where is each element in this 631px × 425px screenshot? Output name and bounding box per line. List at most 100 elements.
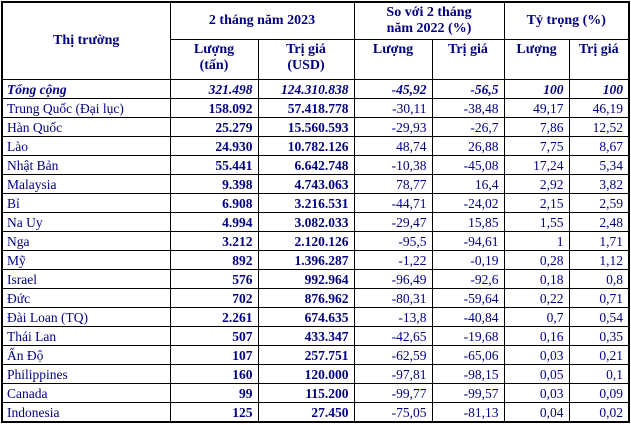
- value-cell: 2,48: [568, 212, 630, 232]
- total-row: Tổng cộng 321.498 124.310.838 -45,92 -56,5 10…: [1, 79, 630, 99]
- value-cell: 55.441: [169, 155, 259, 175]
- value-cell: -10,38: [353, 155, 433, 175]
- group-header-share-percent: Tỷ trọng (%): [503, 1, 630, 40]
- value-cell: 892: [169, 250, 259, 270]
- value-cell: 0,09: [568, 383, 630, 403]
- sub-header-row: Lượng (tấn) Trị giá (USD) Lượng Trị giá …: [2, 39, 630, 80]
- table-row: Đức 702 876.962 -80,31 -59,64 0,22 0,71: [1, 288, 630, 308]
- value-cell: -26,7: [431, 117, 505, 137]
- value-cell: -96,49: [353, 269, 433, 289]
- value-cell: 257.751: [257, 345, 355, 365]
- table-row: Israel 576 992.964 -96,49 -92,6 0,18 0,8: [1, 269, 630, 289]
- value-cell: 99: [169, 383, 259, 403]
- value-cell: -75,05: [353, 402, 433, 423]
- value-cell: -92,6: [431, 269, 505, 289]
- value-cell: 4.994: [169, 212, 259, 232]
- group-header-row: Thị trường 2 tháng năm 2023 So với 2 thá…: [1, 1, 630, 80]
- value-cell: -24,02: [431, 193, 505, 213]
- market-name-cell: Ấn Độ: [1, 345, 171, 365]
- table-row: Philippines 160 120.000 -97,81 -98,15 0,05 0,1: [1, 364, 630, 384]
- value-cell: 9.398: [169, 174, 259, 194]
- table-row: Na Uy 4.994 3.082.033 -29,47 15,85 1,55 2,48: [1, 212, 630, 232]
- value-cell: 1: [503, 231, 570, 251]
- table-body: Tổng cộng 321.498 124.310.838 -45,92 -56,5 10…: [1, 79, 630, 423]
- value-cell: 15.560.593: [257, 117, 355, 137]
- market-name-cell: Trung Quốc (Đại lục): [1, 98, 171, 118]
- value-cell: -44,71: [353, 193, 433, 213]
- value-cell: 100: [568, 79, 630, 99]
- value-cell: 26,88: [431, 136, 505, 156]
- value-cell: 2,15: [503, 193, 570, 213]
- market-name-cell: Nhật Bản: [1, 155, 171, 175]
- market-name-cell: Mỹ: [1, 250, 171, 270]
- market-name-cell: Indonesia: [1, 402, 171, 423]
- value-cell: 0,28: [503, 250, 570, 270]
- market-name-cell: Đức: [1, 288, 171, 308]
- value-cell: -65,06: [431, 345, 505, 365]
- value-cell: -98,15: [431, 364, 505, 384]
- value-cell: 124.310.838: [257, 79, 355, 99]
- value-cell: -19,68: [431, 326, 505, 346]
- value-cell: 0,03: [503, 345, 570, 365]
- value-cell: 576: [169, 269, 259, 289]
- value-cell: 0,1: [568, 364, 630, 384]
- table-row: Indonesia 125 27.450 -75,05 -81,13 0,04 0,02: [1, 402, 630, 423]
- value-cell: -94,61: [431, 231, 505, 251]
- table-row: Thái Lan 507 433.347 -42,65 -19,68 0,16 0,35: [1, 326, 630, 346]
- value-cell: 3.082.033: [257, 212, 355, 232]
- market-name-cell: Hàn Quốc: [1, 117, 171, 137]
- value-cell: 160: [169, 364, 259, 384]
- value-cell: 25.279: [169, 117, 259, 137]
- value-cell: 0,03: [503, 383, 570, 403]
- value-cell: 46,19: [568, 98, 630, 118]
- value-cell: -97,81: [353, 364, 433, 384]
- value-cell: 107: [169, 345, 259, 365]
- table-row: Bỉ 6.908 3.216.531 -44,71 -24,02 2,15 2,59: [1, 193, 630, 213]
- value-cell: 0,16: [503, 326, 570, 346]
- table-row: Ấn Độ 107 257.751 -62,59 -65,06 0,03 0,21: [1, 345, 630, 365]
- column-header-vs-value: Trị giá: [431, 39, 505, 80]
- market-name-cell: Thái Lan: [1, 326, 171, 346]
- market-name-cell: Canada: [1, 383, 171, 403]
- value-cell: 0,22: [503, 288, 570, 308]
- value-cell: 49,17: [503, 98, 570, 118]
- market-name-cell: Tổng cộng: [1, 79, 171, 99]
- table-row: Canada 99 115.200 -99,77 -99,57 0,03 0,09: [1, 383, 630, 403]
- value-cell: -56,5: [431, 79, 505, 99]
- market-name-cell: Đài Loan (TQ): [1, 307, 171, 327]
- value-cell: 3.212: [169, 231, 259, 251]
- value-cell: 6.908: [169, 193, 259, 213]
- value-cell: 2.120.126: [257, 231, 355, 251]
- table-row: Lào 24.930 10.782.126 48,74 26,88 7,75 8,67: [1, 136, 630, 156]
- value-cell: 10.782.126: [257, 136, 355, 156]
- value-cell: 12,52: [568, 117, 630, 137]
- value-cell: 0,71: [568, 288, 630, 308]
- market-name-cell: Bỉ: [1, 193, 171, 213]
- value-cell: 2,59: [568, 193, 630, 213]
- value-cell: -29,47: [353, 212, 433, 232]
- market-name-cell: Malaysia: [1, 174, 171, 194]
- value-cell: -40,84: [431, 307, 505, 327]
- table-row: Nga 3.212 2.120.126 -95,5 -94,61 1 1,71: [1, 231, 630, 251]
- value-cell: 1,55: [503, 212, 570, 232]
- column-header-share-quantity: Lượng: [503, 39, 570, 80]
- value-cell: 1,71: [568, 231, 630, 251]
- column-header-quantity-tons: Lượng (tấn): [169, 39, 259, 80]
- value-cell: 0,8: [568, 269, 630, 289]
- value-cell: -45,08: [431, 155, 505, 175]
- value-cell: 321.498: [169, 79, 259, 99]
- value-cell: 0,04: [503, 402, 570, 423]
- table-row: Mỹ 892 1.396.287 -1,22 -0,19 0,28 1,12: [1, 250, 630, 270]
- value-cell: -0,19: [431, 250, 505, 270]
- value-cell: -1,22: [353, 250, 433, 270]
- value-cell: -81,13: [431, 402, 505, 423]
- value-cell: -42,65: [353, 326, 433, 346]
- value-cell: -45,92: [353, 79, 433, 99]
- value-cell: 158.092: [169, 98, 259, 118]
- value-cell: -95,5: [353, 231, 433, 251]
- market-name-cell: Na Uy: [1, 212, 171, 232]
- value-cell: 3,82: [568, 174, 630, 194]
- table-row: Đài Loan (TQ) 2.261 674.635 -13,8 -40,84 0,7 0…: [1, 307, 630, 327]
- table-header: Thị trường 2 tháng năm 2023 So với 2 thá…: [1, 1, 630, 80]
